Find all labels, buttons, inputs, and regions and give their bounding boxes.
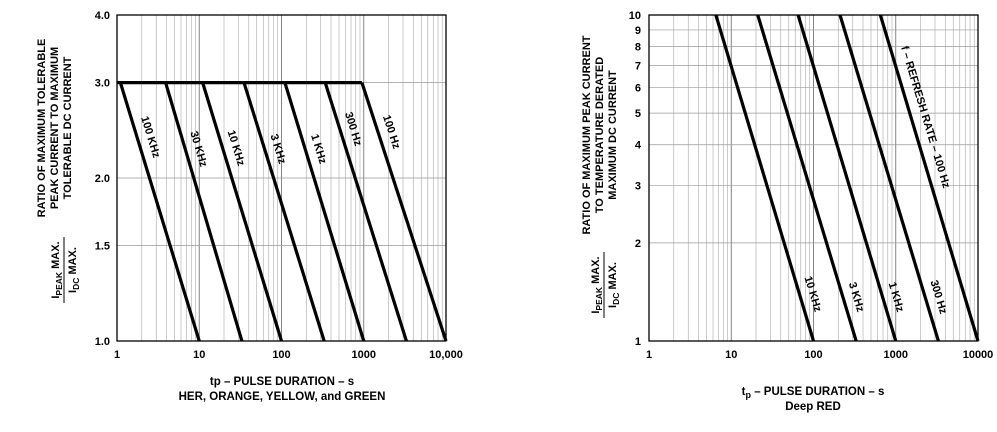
x-tick-label: 10000 xyxy=(963,349,994,361)
y-tick-label: 4 xyxy=(635,140,642,152)
y-axis-fraction: IPEAK MAX.IDC MAX. xyxy=(50,237,81,303)
y-tick-label: 9 xyxy=(635,25,641,37)
fraction-numerator-i: I xyxy=(590,311,602,314)
series-line xyxy=(756,14,858,342)
series-line xyxy=(360,82,448,342)
series-line xyxy=(201,82,284,342)
fraction-denominator-sub: DC xyxy=(71,278,81,290)
series-line xyxy=(714,14,816,342)
series-line xyxy=(164,82,244,342)
y-tick-label: 3.0 xyxy=(95,78,110,90)
y-axis-title: RATIO OF MAXIMUM TOLERABLEPEAK CURRENT T… xyxy=(36,39,74,218)
fraction-numerator: IPEAK MAX. xyxy=(50,241,64,298)
series-label: 1 KHz xyxy=(308,133,329,166)
y-tick-label: 1.5 xyxy=(95,241,110,253)
y-axis-title-line: TOLERABLE DC CURRENT xyxy=(62,56,74,199)
series-label: 1 KHz xyxy=(886,281,906,314)
y-tick-label: 2 xyxy=(635,238,641,250)
x-tick-label: 100 xyxy=(272,349,290,361)
fraction-numerator-i: I xyxy=(50,296,62,299)
x-axis-title: tp – PULSE DURATION – s xyxy=(210,376,354,388)
fraction-numerator-sub: PEAK xyxy=(594,286,604,310)
fraction-denominator-suffix: MAX. xyxy=(607,262,619,293)
fraction-denominator-suffix: MAX. xyxy=(67,247,79,278)
series-line xyxy=(796,14,898,342)
y-axis-fraction: IPEAK MAX.IDC MAX. xyxy=(590,252,621,318)
x-tick-label: 1 xyxy=(114,349,120,361)
series-line xyxy=(323,82,408,342)
y-axis-title-line: TO TEMPERATURE DERATED xyxy=(594,57,606,214)
x-tick-label: 100 xyxy=(804,349,822,361)
fraction-numerator-suffix: MAX. xyxy=(590,256,602,287)
x-axis-title-rest: – PULSE DURATION – s xyxy=(751,386,884,398)
x-axis-title: tp – PULSE DURATION – s xyxy=(742,386,885,400)
y-tick-label: 8 xyxy=(635,42,641,54)
fraction-denominator-i: I xyxy=(67,290,79,293)
x-tick-label: 10 xyxy=(725,349,737,361)
series-label: 3 KHz xyxy=(268,133,289,166)
y-tick-label: 7 xyxy=(635,60,641,72)
x-tick-label: 1000 xyxy=(884,349,908,361)
x-tick-label: 1000 xyxy=(352,349,376,361)
fraction-denominator-sub: DC xyxy=(611,293,621,305)
y-axis-title-line: RATIO OF MAXIMUM PEAK CURRENT xyxy=(581,35,593,234)
y-axis-title: RATIO OF MAXIMUM PEAK CURRENTTO TEMPERAT… xyxy=(581,35,619,234)
x-tick-label: 1 xyxy=(646,349,652,361)
series-line xyxy=(878,14,980,342)
fraction-denominator-i: I xyxy=(607,305,619,308)
y-tick-label: 3 xyxy=(635,180,641,192)
y-axis-title-line: RATIO OF MAXIMUM TOLERABLE xyxy=(36,39,48,218)
series-line xyxy=(283,82,366,342)
x-tick-label: 10 xyxy=(193,349,205,361)
fraction-numerator-sub: PEAK xyxy=(54,271,64,295)
x-axis-title-t: t xyxy=(742,386,746,398)
y-axis-title-line: PEAK CURRENT TO MAXIMUM xyxy=(49,47,61,209)
series-line xyxy=(838,14,940,342)
fraction-numerator: IPEAK MAX. xyxy=(590,256,604,313)
y-axis-title-line: MAXIMUM DC CURRENT xyxy=(607,70,619,200)
y-tick-label: 10 xyxy=(629,10,641,22)
x-tick-label: 10,000 xyxy=(429,349,463,361)
x-axis-subtitle: HER, ORANGE, YELLOW, and GREEN xyxy=(179,391,386,403)
series-line xyxy=(118,82,201,342)
x-axis-title-sub: p xyxy=(746,390,752,400)
y-tick-label: 1.0 xyxy=(95,336,110,348)
y-tick-label: 1 xyxy=(635,336,641,348)
x-axis-subtitle: Deep RED xyxy=(785,401,841,413)
series-line xyxy=(242,82,326,342)
y-tick-label: 2.0 xyxy=(95,173,110,185)
y-tick-label: 4.0 xyxy=(95,10,110,22)
fraction-denominator: IDC MAX. xyxy=(607,262,621,308)
y-tick-label: 6 xyxy=(635,82,641,94)
fraction-numerator-suffix: MAX. xyxy=(50,241,62,272)
y-tick-label: 5 xyxy=(635,108,641,120)
fraction-denominator: IDC MAX. xyxy=(67,247,81,293)
